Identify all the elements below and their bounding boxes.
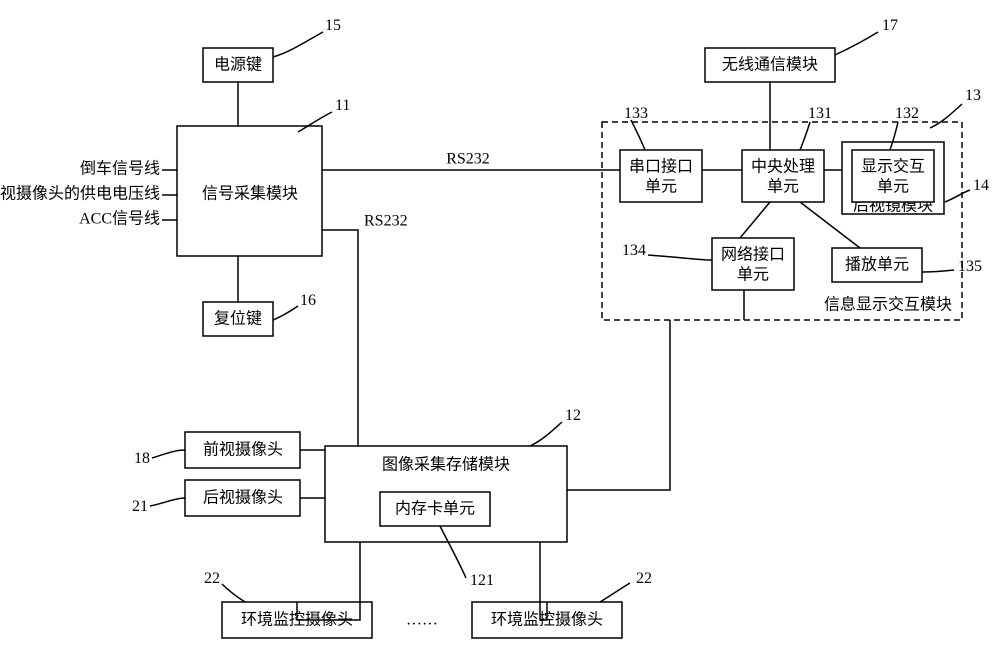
leader-22b [600,583,630,602]
reset-button-label: 复位键 [214,310,262,328]
front-cam-label: 前视摄像头 [203,441,283,459]
ref-15: 15 [325,17,341,34]
ref-135: 135 [958,258,982,275]
ref-132: 132 [895,105,919,122]
ref-131: 131 [808,105,832,122]
ref-21: 21 [132,498,148,515]
display-label-1: 显示交互 [861,158,925,176]
serial-label-1: 串口接口 [629,158,693,176]
cpu-label-2: 单元 [767,178,799,196]
leader-134 [648,255,712,260]
display-label-2: 单元 [877,178,909,196]
label-rs232-mid: RS232 [364,213,408,230]
ref-17: 17 [882,17,898,34]
leader-133 [631,120,645,150]
leader-131 [800,122,810,150]
ref-13: 13 [965,87,981,104]
info-module-label: 信息显示交互模块 [824,296,952,314]
net-label-1: 网络接口 [721,245,785,264]
leader-12 [530,422,562,446]
label-reverse-signal: 倒车信号线 [80,160,160,178]
cpu-label-1: 中央处理 [751,158,815,176]
leader-13 [930,104,962,128]
serial-label-2: 单元 [645,178,677,196]
label-rs232-top: RS232 [446,151,490,168]
ref-134: 134 [622,242,646,259]
label-rear-cam-power: 后视摄像头的供电电压线 [0,185,160,203]
label-acc-signal: ACC信号线 [79,210,160,228]
wireless-label: 无线通信模块 [722,56,818,74]
ref-18: 18 [134,450,150,467]
leader-14 [945,190,970,202]
image-module-label: 图像采集存储模块 [382,456,510,474]
ref-22a: 22 [204,570,220,587]
ref-16: 16 [300,292,316,309]
leader-21 [150,498,185,506]
ref-12: 12 [565,407,581,424]
play-label: 播放单元 [845,256,909,274]
ref-11: 11 [335,97,350,114]
ref-14: 14 [973,177,989,194]
edge-img-info [567,320,670,490]
power-button-label: 电源键 [214,56,262,74]
leader-16 [273,306,298,320]
leader-22a [222,584,245,602]
rear-cam-label: 后视摄像头 [203,489,283,507]
edge-cpu-net [740,202,770,238]
leader-15 [273,32,323,57]
diagram-canvas: 倒车信号线 后视摄像头的供电电压线 ACC信号线 电源键 15 信号采集模块 1… [0,0,1000,656]
signal-module-label: 信号采集模块 [202,185,298,203]
leader-18 [152,450,185,458]
env-cam-ellipsis: …… [406,612,438,629]
leader-17 [835,32,878,55]
ref-22b: 22 [636,570,652,587]
edge-signal-img [322,230,358,446]
leader-135 [922,270,954,272]
net-label-2: 单元 [737,266,769,284]
mem-card-label: 内存卡单元 [395,500,475,518]
ref-121: 121 [470,572,494,589]
ref-133: 133 [624,105,648,122]
